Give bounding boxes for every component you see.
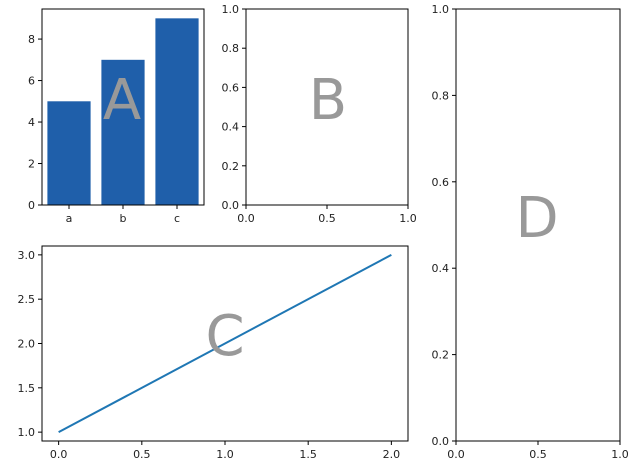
panel-label-b: B xyxy=(309,68,347,133)
panel-d: 0.0 0.2 0.4 0.6 0.8 1.0 0.0 0.5 1.0 xyxy=(432,3,629,461)
x-tick-label: 0.5 xyxy=(133,448,151,461)
axes-frame xyxy=(41,245,409,442)
x-tick-label: a xyxy=(66,212,73,225)
y-tick-label: 1.0 xyxy=(432,3,450,16)
x-tick-label: 1.0 xyxy=(399,212,417,225)
x-tick-label: c xyxy=(174,212,180,225)
bar xyxy=(155,18,199,206)
x-tick-label: b xyxy=(120,212,127,225)
y-tick-label: 1.5 xyxy=(18,382,36,395)
x-tick-label: 0.5 xyxy=(318,212,336,225)
y-tick-label: 0.6 xyxy=(432,176,450,189)
x-tick-label: 1.5 xyxy=(299,448,317,461)
axes-frame xyxy=(41,8,205,206)
axes-frame xyxy=(245,8,409,206)
x-tick-label: 1.0 xyxy=(216,448,234,461)
y-tick-label: 2 xyxy=(28,158,35,171)
y-tick-label: 0.8 xyxy=(432,89,450,102)
y-tick-label: 0.0 xyxy=(432,435,450,448)
axes-frame xyxy=(455,8,621,442)
x-tick-label: 0.5 xyxy=(529,448,547,461)
y-tick-label: 1.0 xyxy=(18,426,36,439)
bar xyxy=(101,59,145,205)
x-tick-label: 0.0 xyxy=(50,448,68,461)
panel-c: 1.0 1.5 2.0 2.5 3.0 0.0 0.5 1.0 1.5 2.0 xyxy=(18,245,409,461)
panel-b: 0.0 0.2 0.4 0.6 0.8 1.0 0.0 0.5 1.0 xyxy=(222,3,417,225)
x-tick-label: 1.0 xyxy=(611,448,629,461)
panel-a: a b c 0 2 4 6 8 xyxy=(28,8,205,225)
y-tick-label: 0.0 xyxy=(222,199,240,212)
y-tick-label: 0.4 xyxy=(222,121,240,134)
y-tick-label: 0.6 xyxy=(222,81,240,94)
panel-label-c: C xyxy=(205,304,244,369)
y-tick-label: 2.0 xyxy=(18,338,36,351)
y-tick-label: 3.0 xyxy=(18,249,36,262)
y-tick-label: 2.5 xyxy=(18,293,36,306)
bar xyxy=(47,101,91,205)
y-tick-label: 0.4 xyxy=(432,262,450,275)
y-tick-label: 1.0 xyxy=(222,3,240,16)
y-tick-label: 0.8 xyxy=(222,42,240,55)
series-line xyxy=(58,253,392,434)
y-tick-label: 6 xyxy=(28,75,35,88)
y-tick-label: 0 xyxy=(28,199,35,212)
x-tick-label: 0.0 xyxy=(237,212,255,225)
panel-label-a: A xyxy=(103,68,141,133)
y-tick-label: 4 xyxy=(28,116,35,129)
x-tick-label: 0.0 xyxy=(447,448,465,461)
x-tick-label: 2.0 xyxy=(383,448,401,461)
y-tick-label: 0.2 xyxy=(432,349,450,362)
y-tick-label: 0.2 xyxy=(222,160,240,173)
panel-label-d: D xyxy=(515,186,558,251)
y-tick-label: 8 xyxy=(28,33,35,46)
